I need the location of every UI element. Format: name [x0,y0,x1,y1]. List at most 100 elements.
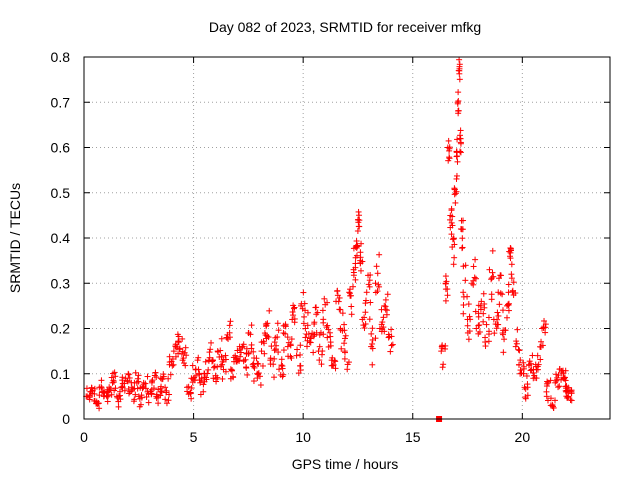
data-point [457,225,464,232]
data-point [457,148,464,155]
data-point [175,339,182,346]
data-point [289,309,296,316]
data-point [297,362,304,369]
data-point [362,309,369,316]
data-point [549,401,556,408]
data-point [524,392,531,399]
data-point [490,316,497,323]
data-point [276,366,283,373]
data-point [503,302,510,309]
data-point [488,291,495,298]
data-point [205,357,212,364]
data-point [125,370,132,377]
data-point [326,329,333,336]
data-point [551,397,558,404]
data-point [350,272,357,279]
data-point [96,384,103,391]
data-point [373,263,380,270]
x-tick-label: 15 [405,429,421,445]
data-point [251,364,258,371]
data-point [510,292,517,299]
y-tick-labels: 0 0.1 0.2 0.3 0.4 0.5 0.6 0.7 0.8 [51,49,71,427]
data-point [328,362,335,369]
data-point [556,383,563,390]
data-point [227,366,234,373]
data-point [372,280,379,287]
data-point [227,318,234,325]
data-point [301,313,308,320]
data-point [121,380,128,387]
data-point [454,136,461,143]
data-point [110,379,117,386]
data-point [96,405,103,412]
data-point [261,330,268,337]
data-point [369,361,376,368]
data-point [132,369,139,376]
data-point [153,393,160,400]
data-point [384,291,391,298]
data-point [346,289,353,296]
data-point [520,363,527,370]
data-point [337,325,344,332]
data-point [444,144,451,151]
data-point [459,235,466,242]
data-point [316,343,323,350]
data-point [300,289,307,296]
data-point [111,387,118,394]
data-point [107,385,114,392]
data-point [280,330,287,337]
data-point [132,391,139,398]
data-point [387,348,394,355]
data-point [198,375,205,382]
data-point [336,306,343,313]
data-point [184,384,191,391]
x-tick-label: 10 [295,429,311,445]
data-point [150,385,157,392]
data-point [262,320,269,327]
data-point [353,252,360,259]
data-point [293,352,300,359]
data-point [236,343,243,350]
data-point [376,325,383,332]
data-point [131,379,138,386]
data-point [477,302,484,309]
data-point [145,399,152,406]
data-point [562,367,569,374]
data-point [506,248,513,255]
data-point [297,342,304,349]
data-point [453,172,460,179]
data-point [539,325,546,332]
y-tick-label: 0.2 [51,321,71,337]
data-point [179,335,186,342]
x-tick-label: 5 [190,429,198,445]
data-point [279,365,286,372]
data-point [480,290,487,297]
data-point [478,298,485,305]
data-point [115,398,122,405]
data-point [382,296,389,303]
data-point [124,378,131,385]
data-point [460,263,467,270]
data-point [315,348,322,355]
data-point [550,404,557,411]
data-point [201,370,208,377]
data-point [369,340,376,347]
data-point [233,355,240,362]
data-point [444,292,451,299]
data-point [297,351,304,358]
data-point [115,403,122,410]
data-point [175,333,182,340]
data-point [543,380,550,387]
data-point [503,314,510,321]
data-point [341,340,348,347]
data-point [493,325,500,332]
data-point [248,341,255,348]
data-point [348,303,355,310]
data-point [500,349,507,356]
data-point [538,338,545,345]
data-point [473,275,480,282]
data-point [168,358,175,365]
data-point [163,400,170,407]
data-point [176,345,183,352]
data-point [263,335,270,342]
